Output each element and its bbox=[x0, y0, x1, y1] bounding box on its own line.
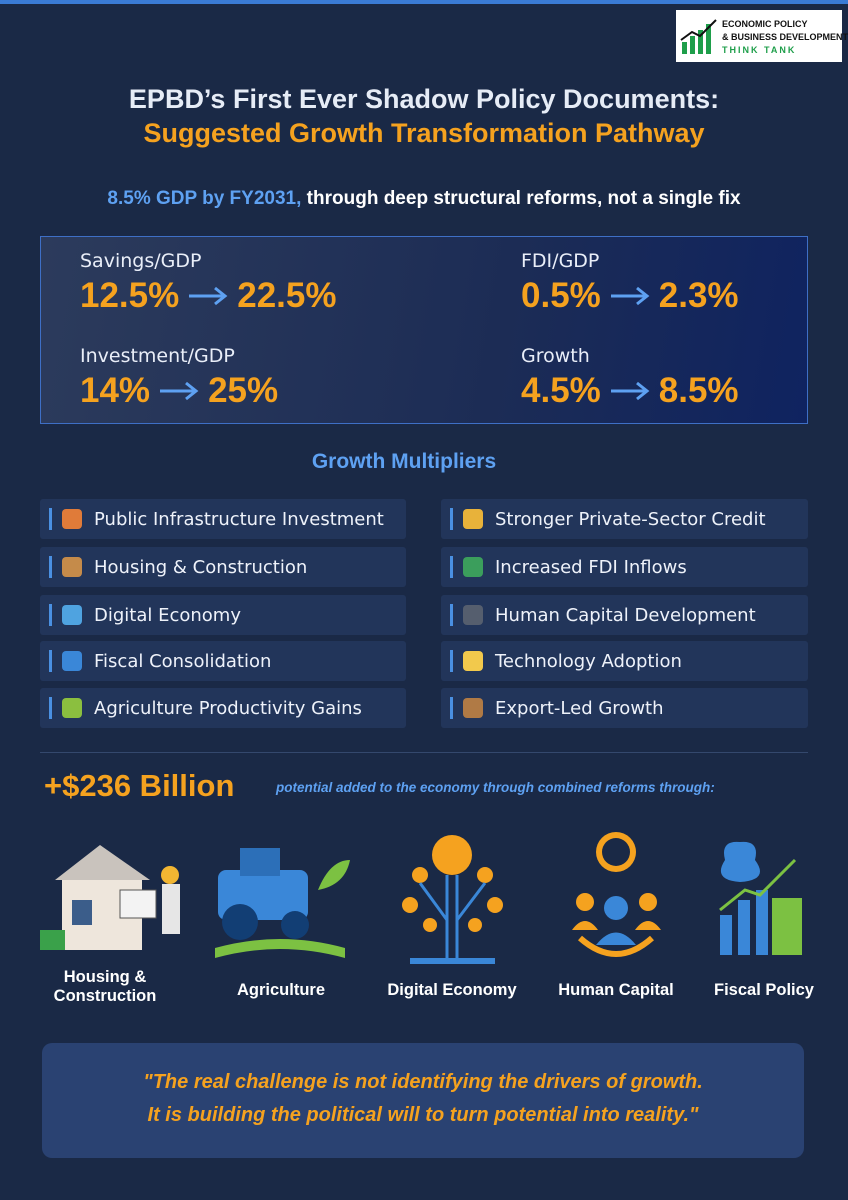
arrow bbox=[189, 286, 228, 306]
multiplier-text: Fiscal Consolidation bbox=[94, 650, 272, 672]
item-icon bbox=[62, 557, 82, 577]
multiplier-text: Human Capital Development bbox=[495, 604, 756, 626]
item-bar bbox=[450, 697, 453, 719]
item-icon bbox=[463, 605, 483, 625]
metric-to: 25% bbox=[208, 371, 279, 410]
item-icon bbox=[62, 605, 82, 625]
item-icon bbox=[62, 509, 82, 529]
potential-amount: +$236 Billion bbox=[44, 768, 235, 803]
item-bar bbox=[49, 697, 52, 719]
multiplier-item: Agriculture Productivity Gains bbox=[40, 688, 406, 728]
human-capital-icon bbox=[572, 832, 661, 957]
sector-label: Human Capital bbox=[558, 981, 674, 999]
metric-from: 12.5% bbox=[80, 276, 180, 315]
arrow bbox=[610, 381, 650, 401]
potential-text: potential added to the economy through c… bbox=[276, 780, 715, 795]
multiplier-item: Export-Led Growth bbox=[441, 688, 808, 728]
multiplier-item: Technology Adoption bbox=[441, 641, 808, 681]
metric-label: Investment/GDP bbox=[80, 345, 235, 367]
metric-value: 14% 25% bbox=[80, 371, 278, 411]
metrics-box bbox=[40, 236, 808, 424]
quote-text: "The real challenge is not identifying t… bbox=[143, 1071, 703, 1093]
metric-value: 4.5% 8.5% bbox=[521, 371, 739, 411]
sector-label: Agriculture bbox=[236, 981, 325, 999]
multiplier-text: Digital Economy bbox=[94, 604, 241, 626]
item-bar bbox=[49, 508, 52, 530]
metric-to: 2.3% bbox=[658, 276, 739, 315]
metric-from: 4.5% bbox=[521, 371, 601, 410]
item-bar bbox=[49, 650, 52, 672]
arrow bbox=[160, 381, 199, 401]
digital-icon bbox=[402, 835, 503, 964]
metric-value: 12.5% 22.5% bbox=[80, 276, 337, 316]
item-bar bbox=[450, 604, 453, 626]
item-icon bbox=[463, 509, 483, 529]
subtitle: 8.5% GDP by FY2031, through deep structu… bbox=[0, 188, 848, 210]
item-bar bbox=[450, 650, 453, 672]
item-bar bbox=[450, 508, 453, 530]
metric-label: Growth bbox=[521, 345, 590, 367]
quote-box bbox=[42, 1043, 804, 1158]
multiplier-text: Public Infrastructure Investment bbox=[94, 508, 384, 530]
multiplier-item: Human Capital Development bbox=[441, 595, 808, 635]
metric-label: FDI/GDP bbox=[521, 250, 600, 272]
metric-from: 14% bbox=[80, 371, 151, 410]
metric-label: Savings/GDP bbox=[80, 250, 202, 272]
subtitle-text: through deep structural reforms, not a s… bbox=[306, 188, 741, 209]
item-icon bbox=[463, 651, 483, 671]
metric-value: 0.5% 2.3% bbox=[521, 276, 739, 316]
item-icon bbox=[62, 651, 82, 671]
multiplier-item: Increased FDI Inflows bbox=[441, 547, 808, 587]
item-bar bbox=[49, 556, 52, 578]
arrow bbox=[610, 286, 650, 306]
logo-mark bbox=[680, 19, 717, 54]
multiplier-item: Fiscal Consolidation bbox=[40, 641, 406, 681]
multiplier-text: Increased FDI Inflows bbox=[495, 556, 687, 578]
sector-label: Housing & Construction bbox=[53, 968, 157, 1005]
multiplier-text: Agriculture Productivity Gains bbox=[94, 697, 362, 719]
title: EPBD’s First Ever Shadow Policy Document… bbox=[128, 84, 720, 114]
logo-text: & BUSINESS DEVELOPMENT bbox=[722, 32, 848, 42]
logo-text: ECONOMIC POLICY bbox=[722, 19, 808, 29]
separator bbox=[40, 752, 808, 753]
sector-label: Digital Economy bbox=[387, 981, 517, 999]
item-icon bbox=[463, 698, 483, 718]
quote-text: It is building the political will to tur… bbox=[147, 1104, 699, 1126]
item-icon bbox=[62, 698, 82, 718]
item-bar bbox=[49, 604, 52, 626]
multiplier-item: Housing & Construction bbox=[40, 547, 406, 587]
logo: ECONOMIC POLICY & BUSINESS DEVELOPMENT T… bbox=[676, 10, 848, 62]
multiplier-text: Technology Adoption bbox=[495, 650, 682, 672]
sector-label: Fiscal Policy bbox=[714, 981, 814, 999]
logo-text: THINK TANK bbox=[722, 45, 797, 55]
multiplier-item: Public Infrastructure Investment bbox=[40, 499, 406, 539]
agriculture-icon bbox=[215, 848, 350, 958]
metric-from: 0.5% bbox=[521, 276, 601, 315]
multiplier-text: Housing & Construction bbox=[94, 556, 308, 578]
multiplier-text: Export-Led Growth bbox=[495, 697, 664, 719]
section-title: Growth Multipliers bbox=[311, 450, 497, 473]
metric-to: 8.5% bbox=[658, 371, 739, 410]
fiscal-icon bbox=[719, 841, 802, 955]
multiplier-text: Stronger Private-Sector Credit bbox=[495, 508, 766, 530]
multiplier-item: Digital Economy bbox=[40, 595, 406, 635]
top-bar bbox=[0, 0, 848, 4]
multiplier-item: Stronger Private-Sector Credit bbox=[441, 499, 808, 539]
sector-illustrations bbox=[40, 832, 802, 964]
metric-to: 22.5% bbox=[237, 276, 337, 315]
subtitle-highlight: 8.5% GDP by FY2031, bbox=[107, 188, 302, 209]
item-bar bbox=[450, 556, 453, 578]
housing-icon bbox=[40, 845, 180, 950]
item-icon bbox=[463, 557, 483, 577]
title: Suggested Growth Transformation Pathway bbox=[143, 118, 705, 148]
